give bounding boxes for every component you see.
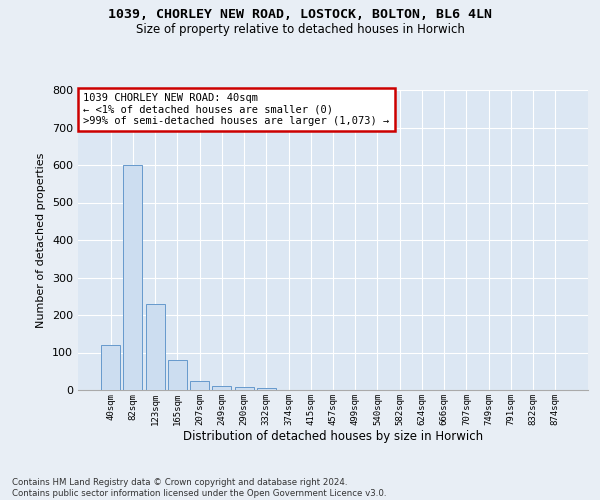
Bar bbox=[146, 304, 164, 390]
Text: Distribution of detached houses by size in Horwich: Distribution of detached houses by size … bbox=[183, 430, 483, 443]
Bar bbox=[168, 360, 187, 390]
Bar bbox=[190, 380, 209, 390]
Text: 1039, CHORLEY NEW ROAD, LOSTOCK, BOLTON, BL6 4LN: 1039, CHORLEY NEW ROAD, LOSTOCK, BOLTON,… bbox=[108, 8, 492, 20]
Bar bbox=[124, 165, 142, 390]
Text: Size of property relative to detached houses in Horwich: Size of property relative to detached ho… bbox=[136, 22, 464, 36]
Bar bbox=[235, 387, 254, 390]
Y-axis label: Number of detached properties: Number of detached properties bbox=[37, 152, 46, 328]
Bar bbox=[212, 386, 231, 390]
Bar bbox=[101, 345, 120, 390]
Bar bbox=[257, 388, 276, 390]
Text: 1039 CHORLEY NEW ROAD: 40sqm
← <1% of detached houses are smaller (0)
>99% of se: 1039 CHORLEY NEW ROAD: 40sqm ← <1% of de… bbox=[83, 93, 389, 126]
Text: Contains HM Land Registry data © Crown copyright and database right 2024.
Contai: Contains HM Land Registry data © Crown c… bbox=[12, 478, 386, 498]
